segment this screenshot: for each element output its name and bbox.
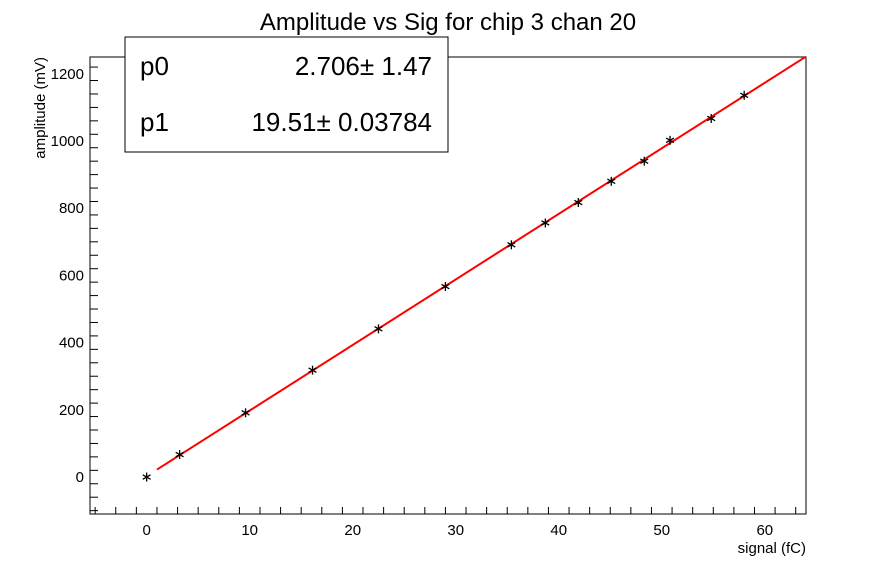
x-axis: 0 10 20 30 40 50 60 [94, 507, 797, 539]
data-point [607, 176, 616, 186]
fit-line [156, 55, 807, 471]
x-axis-label: signal (fC) [738, 540, 806, 557]
data-point [175, 450, 184, 460]
data-point [640, 156, 649, 166]
fit-layer [156, 55, 807, 471]
data-point [574, 198, 583, 208]
y-axis-label: amplitude (mV) [32, 57, 49, 159]
data-point [308, 365, 317, 375]
y-tick-label: 600 [59, 267, 84, 284]
stat-p0-name: p0 [140, 51, 169, 81]
stats-box-frame [124, 36, 449, 153]
data-point [507, 240, 516, 250]
x-tick-label: 40 [550, 522, 567, 539]
x-tick-label: 0 [142, 522, 150, 539]
y-tick-label: 1200 [51, 66, 84, 83]
chart-title: Amplitude vs Sig for chip 3 chan 20 [260, 9, 636, 36]
data-point [142, 472, 151, 482]
x-tick-label: 20 [344, 522, 361, 539]
data-point [665, 135, 675, 145]
y-tick-label: 1000 [51, 133, 84, 150]
data-points [142, 90, 749, 482]
x-tick-label: 30 [447, 522, 464, 539]
stat-p1-value: 19.51± 0.03784 [251, 107, 432, 137]
data-point [706, 113, 716, 123]
stat-p1-name: p1 [140, 107, 169, 137]
data-point [739, 90, 749, 100]
data-point [241, 408, 250, 418]
stat-p0-value: 2.706± 1.47 [295, 51, 432, 81]
x-tick-label: 60 [756, 522, 773, 539]
data-point [441, 282, 450, 292]
data-point [374, 324, 383, 334]
y-tick-label: 0 [76, 469, 84, 486]
y-tick-label: 800 [59, 200, 84, 217]
y-tick-label: 400 [59, 335, 84, 352]
fit-stats-box: p0 2.706± 1.47 p1 19.51± 0.03784 [124, 36, 449, 153]
y-axis: 0 200 400 600 800 1000 1200 [51, 66, 98, 512]
data-point [541, 218, 550, 228]
y-tick-label: 200 [59, 402, 84, 419]
x-tick-label: 50 [653, 522, 670, 539]
x-tick-label: 10 [241, 522, 258, 539]
